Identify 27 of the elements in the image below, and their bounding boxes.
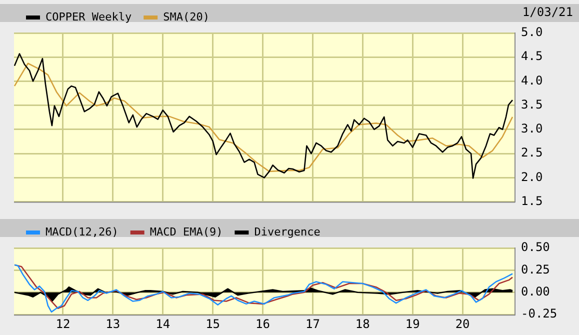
- y-tick-label: 2.5: [521, 146, 543, 160]
- x-tick-label: 13: [106, 316, 120, 331]
- y-tick-label: 1.5: [521, 194, 543, 208]
- legend-label: SMA(20): [163, 10, 210, 24]
- x-tick-label: 16: [256, 316, 270, 331]
- x-tick-label: 20: [455, 316, 470, 331]
- y-tick-label: 0.00: [521, 284, 550, 299]
- x-tick-label: 12: [56, 316, 70, 331]
- legend-label: Divergence: [254, 225, 320, 238]
- y-tick-label: -0.25: [521, 306, 558, 321]
- x-tick-label: 14: [156, 316, 170, 331]
- legend-label: MACD(12,26): [46, 225, 118, 238]
- y-tick-label: 2.0: [521, 170, 543, 184]
- y-tick-label: 3.0: [521, 122, 543, 136]
- y-tick-label: 4.5: [521, 49, 543, 64]
- legend-label: MACD EMA(9): [150, 225, 223, 238]
- y-tick-label: 0.50: [521, 240, 550, 254]
- text: 1/03/21: [522, 5, 573, 20]
- x-tick-label: 19: [405, 316, 420, 331]
- x-tick-label: 17: [305, 316, 320, 331]
- x-tick-label: 15: [206, 316, 220, 331]
- legend-label: COPPER Weekly: [46, 10, 132, 24]
- y-tick-label: 0.25: [521, 262, 550, 276]
- x-tick-label: 18: [355, 316, 370, 331]
- y-tick-label: 5.0: [521, 25, 543, 40]
- y-tick-label: 3.5: [521, 97, 543, 112]
- y-tick-label: 4.0: [521, 73, 543, 88]
